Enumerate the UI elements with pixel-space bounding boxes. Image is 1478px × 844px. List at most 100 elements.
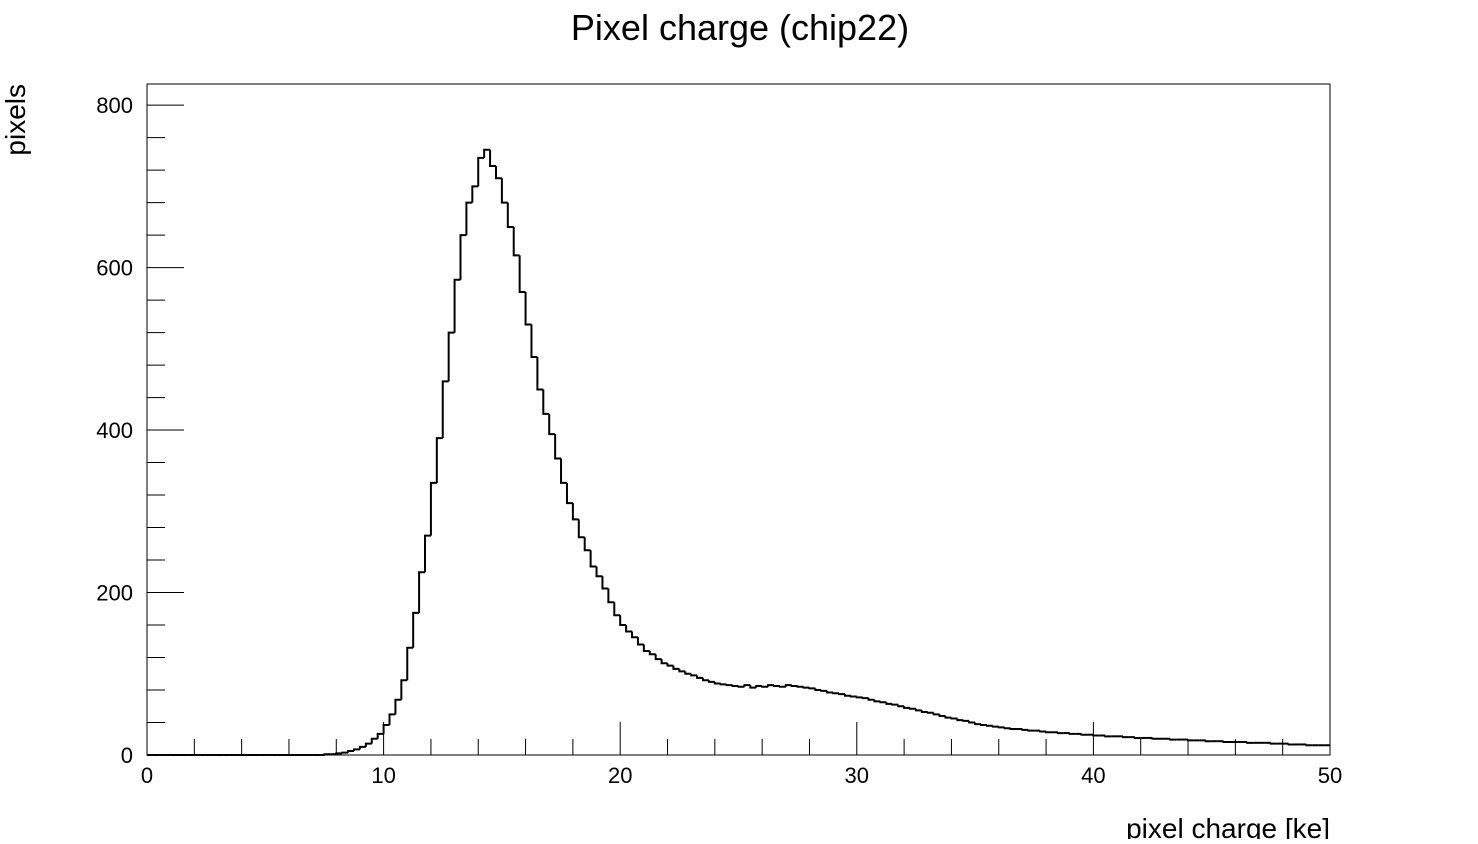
histogram-bin [542,389,550,415]
histogram-bin [719,683,727,686]
histogram-bin [1039,730,1047,733]
histogram-bin [341,751,349,754]
histogram-bin [1092,734,1100,737]
histogram-bin [867,698,875,701]
histogram-bin [755,684,763,688]
plot-frame [146,83,1331,756]
histogram-bin [1187,739,1194,742]
histogram-bin [826,690,834,694]
histogram-bin [1305,744,1313,747]
histogram-bin [672,665,680,670]
histogram-bin [861,697,869,700]
histogram-bin [506,202,514,228]
histogram-bin [690,673,698,677]
histogram-bin [991,725,999,728]
y-axis-label: pixels [0,84,31,156]
histogram-bin [950,717,958,720]
histogram-bin [1104,735,1112,738]
histogram-bin [512,226,520,257]
histogram-bin [891,703,899,706]
x-tick-label: 40 [1081,763,1105,788]
histogram-bin [678,668,686,673]
histogram-bin [654,654,662,661]
histogram-bin [696,675,704,679]
histogram-bin [707,680,715,683]
histogram-bin [648,651,656,656]
x-axis-label: pixel charge [ke] [1126,813,1330,839]
histogram-bin [944,716,952,719]
histogram-bin [849,695,857,698]
histogram-bin [660,659,668,665]
histogram-bin [968,720,976,724]
histogram-bin [642,644,650,653]
histogram-bin [406,646,414,681]
histogram-bin [814,688,822,692]
histogram-bin [530,324,538,358]
y-tick-label: 600 [96,256,133,281]
histogram-bin [855,696,863,699]
histogram-bin [962,719,970,722]
histogram-bin [429,481,437,536]
histogram-bin [985,724,993,727]
histogram-bin [956,718,964,722]
histogram-bin [666,663,674,667]
histogram-bin [548,413,556,436]
histogram-bin [702,677,709,682]
histogram-bin [1080,733,1088,736]
histogram-bin [1287,743,1295,746]
histogram-bin [536,356,544,391]
histogram-bin [767,684,774,687]
histogram-bin [1269,742,1277,745]
histogram-bin [382,723,390,734]
histogram-bin [607,588,615,604]
histogram-bin [1169,738,1177,741]
histogram-bin [731,684,739,687]
x-tick-label: 0 [141,763,153,788]
histogram-bin [808,687,816,690]
histogram-bin [631,631,638,639]
histogram-bin [974,722,982,726]
x-tick-label: 30 [845,763,869,788]
histogram-bin [394,698,402,715]
histogram-bin [595,566,603,578]
histogram-bin [784,684,792,687]
x-tick-label: 20 [608,763,632,788]
histogram-bin [790,684,798,687]
histogram-bin [358,745,366,750]
histogram-bin [370,737,378,744]
histogram-bin [571,503,579,521]
histogram-bin [802,686,810,689]
histogram-bin [820,689,828,692]
histogram-bin [435,437,443,483]
histogram-bin [424,534,431,573]
histogram-bin [1003,727,1011,730]
histogram-bin [749,685,757,689]
y-tick-label: 0 [121,743,133,768]
histogram-bin [353,748,360,751]
histogram-bin [1009,728,1017,731]
histogram-bin [796,685,804,688]
histogram-bin [897,704,905,708]
histogram-bin [778,685,786,688]
histogram-bin [1151,737,1159,740]
histogram-bin [577,519,585,539]
histogram-bin [737,685,745,688]
histogram-bin [879,701,887,704]
y-tick-label: 800 [96,93,133,118]
y-tick-label: 400 [96,418,133,443]
histogram-bin [1068,732,1076,735]
histogram-bin [554,434,562,460]
histogram-bin [441,380,449,439]
histogram-bin [500,178,508,204]
histogram-bin [589,550,597,568]
histogram-bin [489,149,496,168]
histogram-bin [932,712,940,716]
histogram-bin [1222,741,1230,744]
histogram-bin [418,571,426,613]
histogram-bin [483,148,491,158]
x-tick-label: 10 [371,763,395,788]
histogram-bin [772,684,780,687]
histogram-bin [1027,729,1035,732]
histogram-bin [613,602,621,617]
histogram-bin [524,291,532,326]
